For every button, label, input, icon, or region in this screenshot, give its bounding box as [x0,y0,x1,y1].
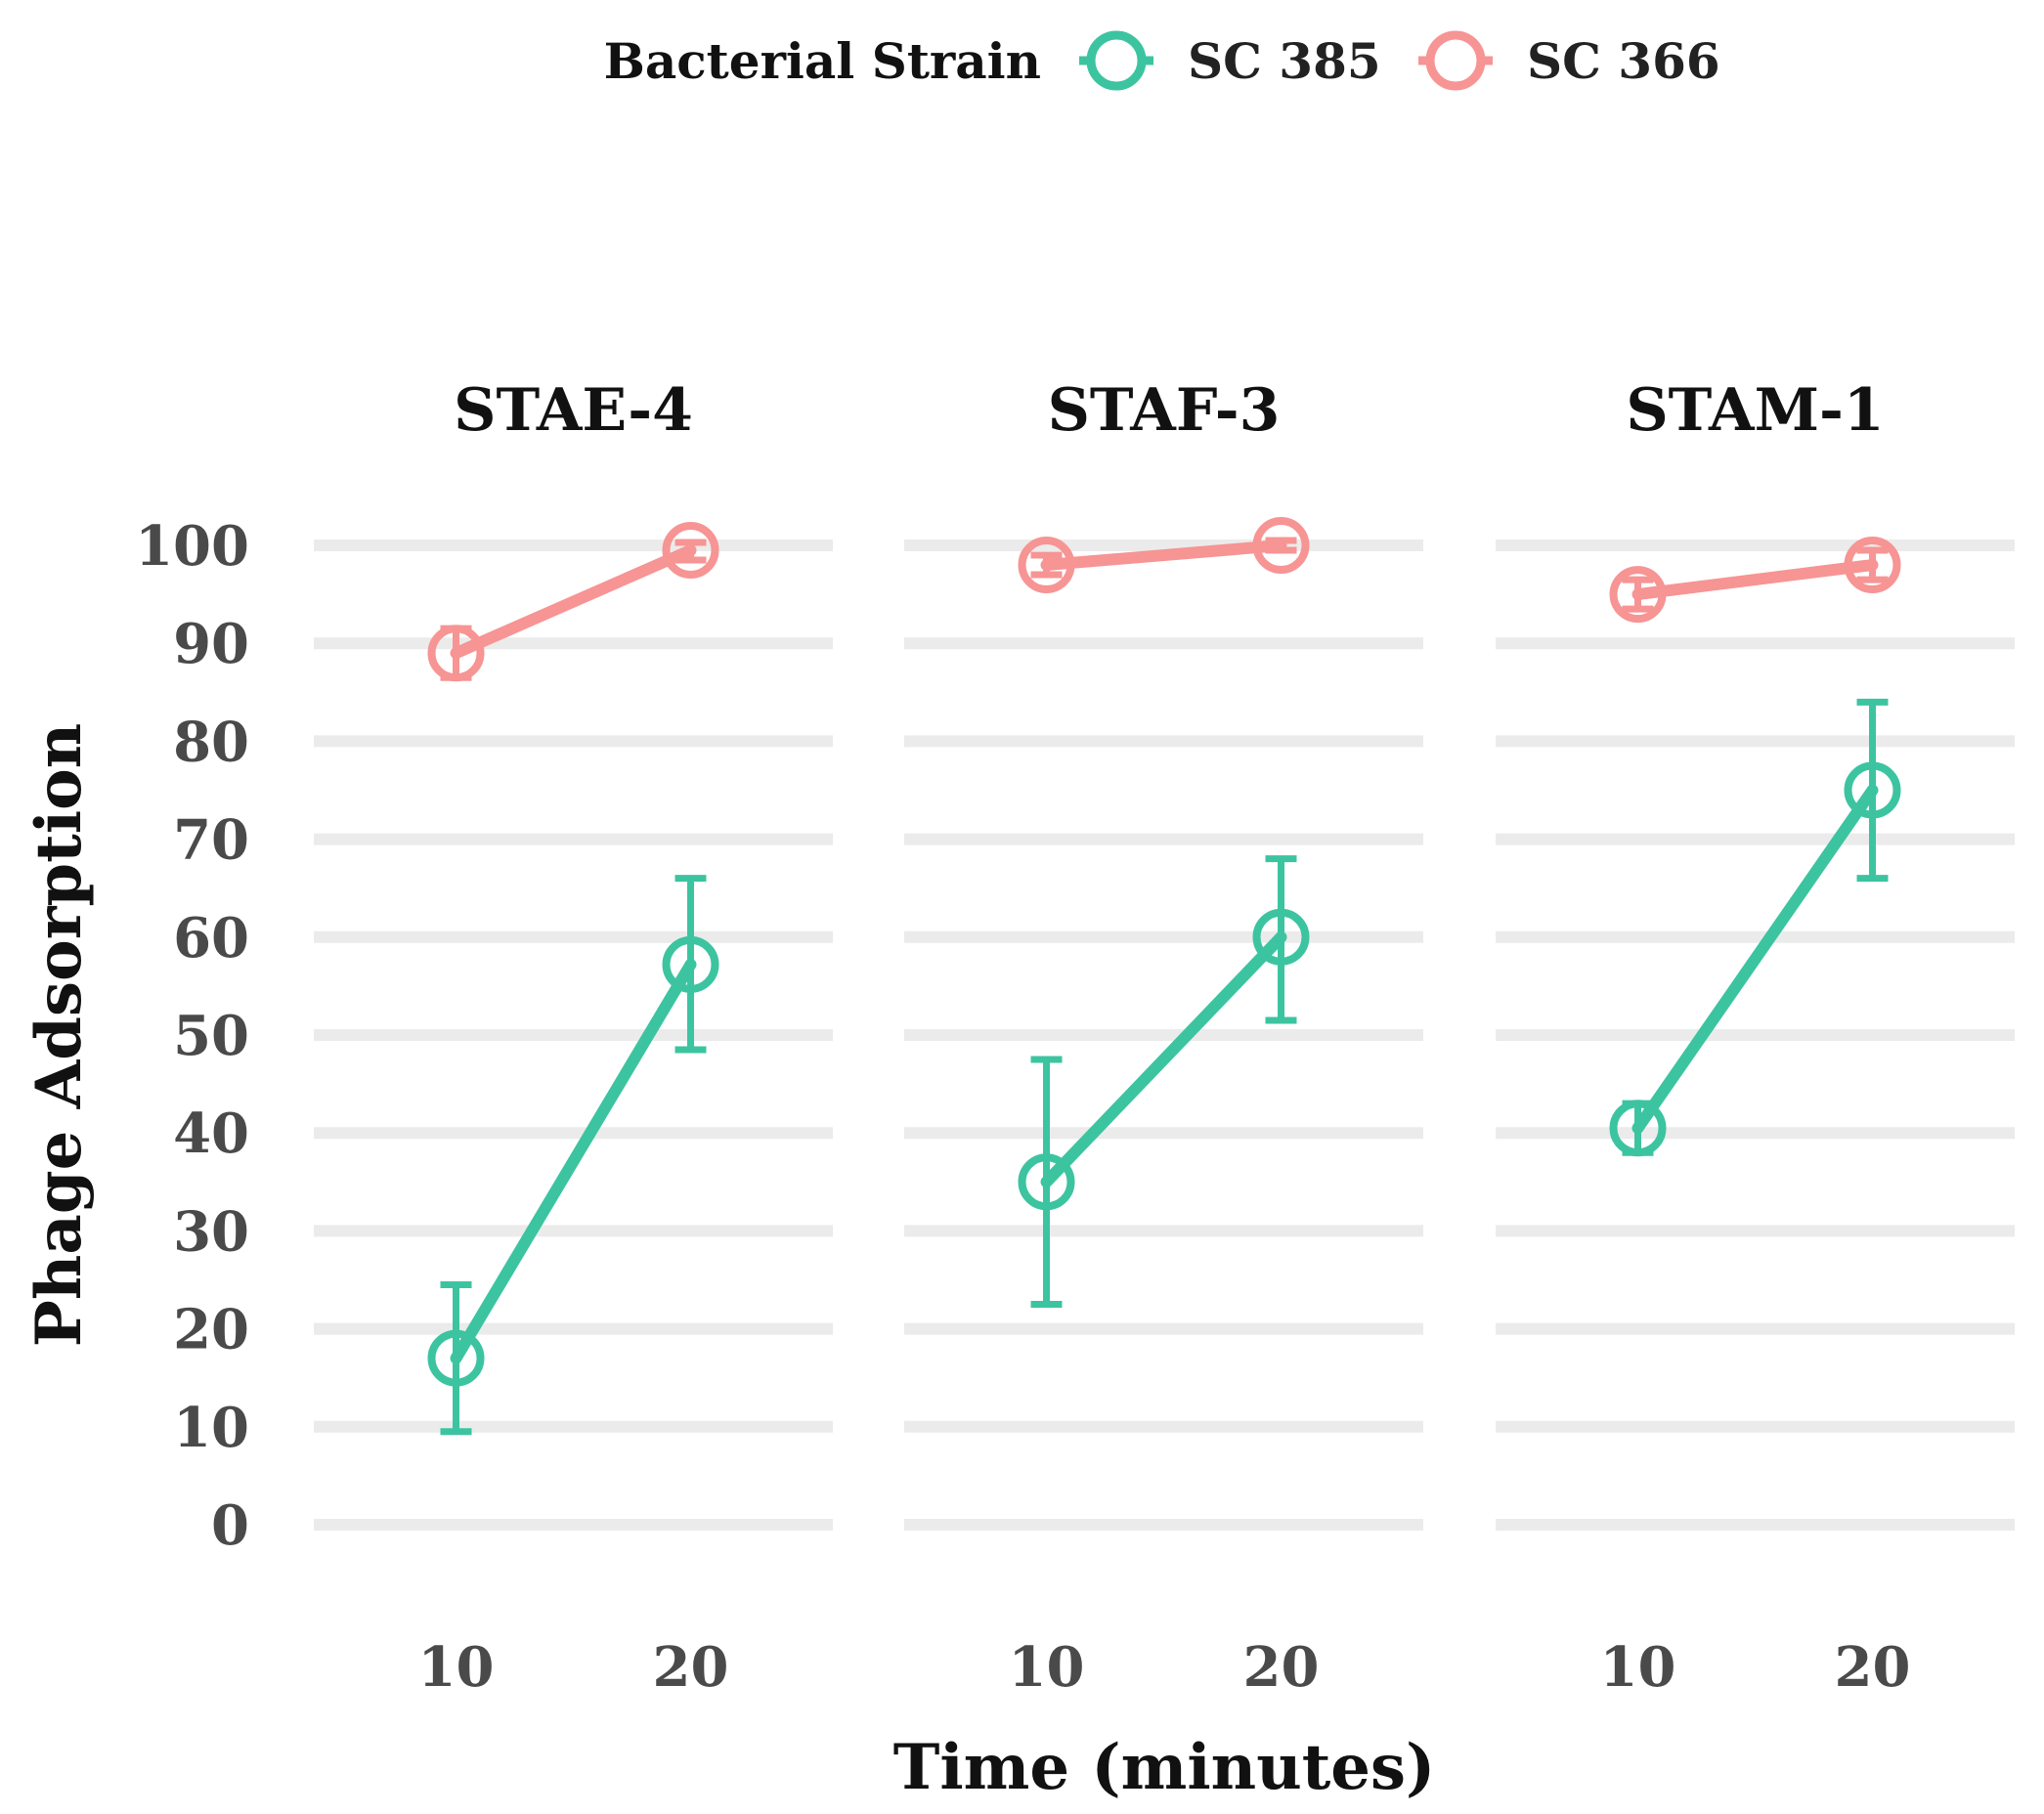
data-point-stae-4-sc-385-10 [427,1329,485,1387]
series-line-stam-1-sc-385 [1631,784,1879,1135]
y-tick-label-60: 60 [173,906,249,971]
series-line-staf-3-sc-385 [1040,930,1287,1188]
data-point-staf-3-sc-385-20 [1252,908,1310,966]
x-tick-label-stae-4-20: 20 [653,1635,729,1700]
y-tick-label-40: 40 [173,1101,249,1166]
data-point-stae-4-sc-385-20 [662,935,719,993]
data-point-stam-1-sc-385-20 [1844,761,1901,819]
data-point-staf-3-sc-385-10 [1018,1153,1075,1211]
y-tick-label-20: 20 [173,1298,249,1362]
y-tick-label-100: 100 [135,514,249,579]
panel-title-stae-4: STAE-4 [454,376,693,445]
y-tick-label-70: 70 [173,808,249,873]
series-line-staf-3-sc-366 [1040,540,1287,572]
data-point-stae-4-sc-366-10 [427,625,485,682]
panel-title-stam-1: STAM-1 [1626,376,1884,445]
x-tick-label-stam-1-10: 10 [1600,1635,1676,1700]
series-line-stae-4-sc-385 [450,958,697,1364]
data-point-stam-1-sc-366-10 [1609,566,1667,624]
data-point-stae-4-sc-366-20 [662,522,719,580]
y-tick-label-50: 50 [173,1004,249,1068]
x-axis-title: Time (minutes) [893,1731,1436,1804]
data-point-stam-1-sc-366-20 [1844,537,1901,594]
y-axis-title: Phage Adsorption [22,723,96,1348]
legend-label-sc-385: SC 385 [1188,32,1381,90]
panel-title-staf-3: STAF-3 [1048,376,1281,445]
y-tick-label-80: 80 [173,710,249,774]
legend-label-sc-366: SC 366 [1527,32,1720,90]
legend-key-marker-sc-385 [1086,30,1147,91]
legend-key-marker-sc-366 [1425,30,1486,91]
y-tick-label-10: 10 [173,1396,249,1460]
data-point-staf-3-sc-366-10 [1018,537,1075,594]
x-tick-label-staf-3-10: 10 [1009,1635,1085,1700]
data-point-staf-3-sc-366-20 [1252,517,1310,574]
x-tick-label-staf-3-20: 20 [1243,1635,1320,1700]
y-tick-label-30: 30 [173,1199,249,1264]
x-tick-label-stae-4-10: 10 [418,1635,495,1700]
x-tick-label-stam-1-20: 20 [1835,1635,1911,1700]
series-line-stam-1-sc-366 [1631,559,1879,601]
data-point-stam-1-sc-385-10 [1609,1100,1667,1157]
series-line-stae-4-sc-366 [450,544,697,660]
y-tick-label-90: 90 [173,612,249,676]
y-tick-label-0: 0 [211,1493,249,1558]
legend-title: Bacterial Strain [604,32,1041,90]
